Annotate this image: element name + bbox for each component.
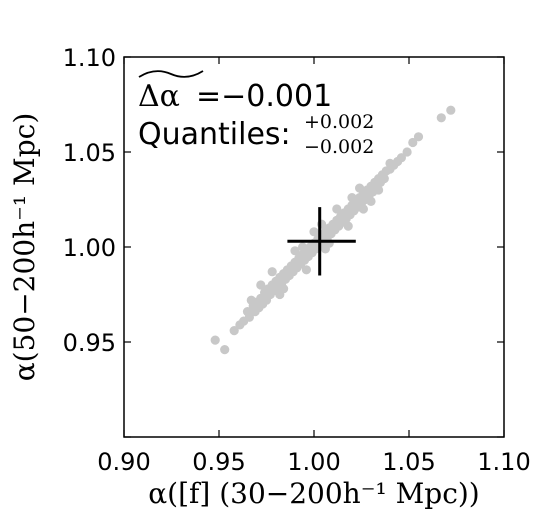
quantile-lower: −0.002 [304,136,374,158]
x-tick-label: 0.90 [97,448,150,476]
data-point [244,312,254,322]
data-point [385,158,395,168]
data-point [358,204,368,214]
data-point [332,204,342,214]
data-point [413,132,424,142]
data-point [379,174,389,184]
y-tick-label: 1.05 [63,139,116,167]
y-tick-label: 1.00 [63,234,116,262]
median-value: =−0.001 [196,79,332,114]
axis-ticks [123,56,505,438]
data-point [290,246,300,256]
data-point [408,137,418,148]
data-point [355,183,365,193]
median-tilde [138,70,204,78]
data-point [446,105,456,115]
data-point [396,153,406,163]
data-point [402,147,412,157]
data-point [309,227,319,237]
data-point [298,242,308,252]
x-tick-label: 1.00 [287,448,340,476]
data-point [229,326,239,336]
quantiles-label: Quantiles: [138,117,291,152]
data-point [256,280,266,290]
annotation-block: Δα =−0.001 Quantiles: +0.002 −0.002 [138,70,374,158]
data-point [436,113,446,123]
x-tick-label: 0.95 [192,448,245,476]
y-tick-label: 0.95 [63,329,116,357]
data-point [275,289,285,300]
quantile-upper: +0.002 [304,111,374,133]
data-point [343,221,353,231]
tick-labels: 0.90 0.95 1.00 1.05 1.10 0.95 1.00 1.05 1.10 [63,44,531,476]
median-crosshair [287,207,356,276]
x-axis-label: α([f] (30−200h⁻¹ Mpc)) [148,477,479,510]
y-axis-label: α(50−200h⁻¹ Mpc) [8,113,41,382]
data-point [246,295,256,305]
data-point [220,345,230,355]
data-point [366,196,376,206]
y-tick-label: 1.10 [63,44,116,72]
data-point [210,335,220,345]
data-point [267,267,277,277]
x-tick-label: 1.05 [382,448,435,476]
data-point [347,193,357,203]
data-point [374,185,384,195]
data-point [301,265,311,275]
median-symbol: Δα [138,79,180,114]
x-tick-label: 1.10 [477,448,530,476]
